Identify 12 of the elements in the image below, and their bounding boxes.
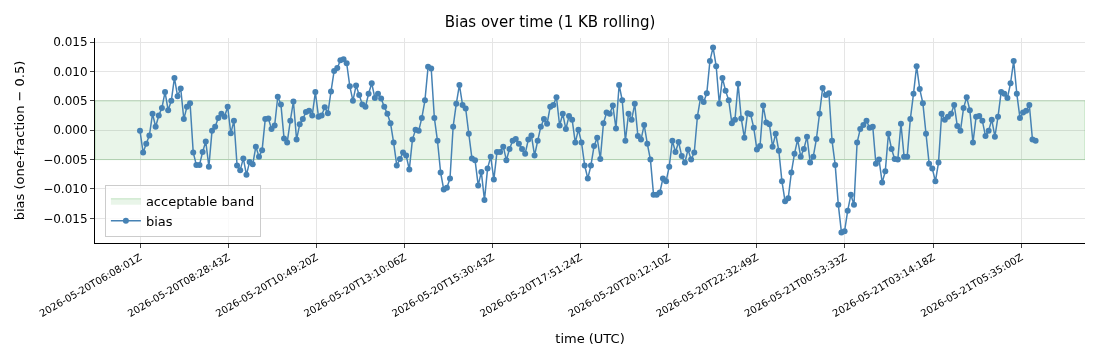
- y-tick-label: −0.005: [43, 152, 88, 167]
- legend-label: acceptable band: [145, 193, 255, 209]
- legend-label: bias: [145, 213, 173, 229]
- y-tick-label: −0.010: [43, 182, 88, 197]
- x-axis-title: time (UTC): [555, 330, 625, 346]
- y-tick-label: −0.015: [43, 211, 88, 226]
- chart-title: Bias over time (1 KB rolling): [444, 12, 656, 31]
- y-tick-label: 0.000: [53, 123, 88, 138]
- y-axis-title: bias (one-fraction − 0.5): [12, 60, 28, 221]
- y-tick-label: 0.015: [53, 35, 88, 50]
- y-tick-label: 0.010: [53, 64, 88, 79]
- y-tick-label: 0.005: [53, 94, 88, 109]
